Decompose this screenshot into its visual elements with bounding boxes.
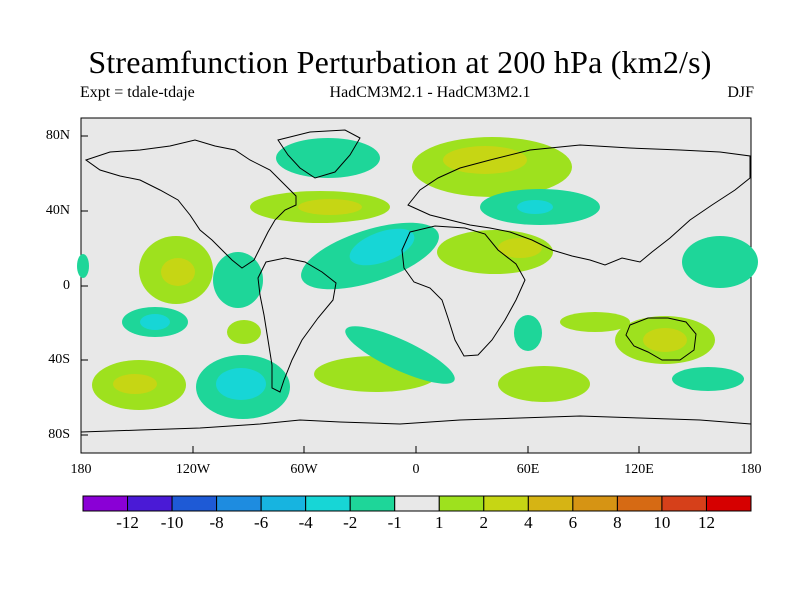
y-tick-label: 80N [45,128,70,143]
colorbar-swatch [616,495,663,512]
colorbar-swatch [394,495,440,512]
negative-core-mediterranean [517,200,553,214]
australia-outline [625,317,697,361]
positive-core-pacific [161,258,195,286]
colorbar-label: 4 [524,513,533,532]
greenland-outline [277,129,361,179]
negative-region-east-pacific [213,252,263,308]
eurasia-outline [407,144,751,266]
x-tick-label: 180 [740,462,762,477]
x-tick-label: 120E [624,462,654,477]
colorbar-swatch [216,495,262,512]
colorbar-swatch [705,495,752,512]
axis-ticks [80,135,752,453]
colorbar-label: 12 [697,513,715,532]
positive-core-australia [643,328,687,352]
colorbar-swatch [438,495,485,512]
x-tick-label: 60W [290,462,318,477]
colorbar-swatch [305,495,351,512]
colorbar-swatch [260,495,307,512]
season-label: DJF [727,84,754,101]
south-america-outline [257,257,337,393]
perturbation-contours [77,137,758,419]
colorbar-label: 6 [568,513,578,532]
positive-core-atlantic [298,199,362,215]
positive-region-southern-indian [498,366,590,402]
positive-core-southern-ocean [113,374,157,394]
colorbar-label: -1 [387,513,402,532]
colorbar-label: 2 [479,513,489,532]
negative-region-madagascar [514,315,542,351]
positive-core-arabia [498,238,542,258]
y-tick-label: 40N [45,203,70,218]
negative-core-south-america [216,368,266,400]
negative-region-tasman [672,367,744,391]
negative-region-dateline [77,254,89,278]
chart-title: Streamfunction Perturbation at 200 hPa (… [88,44,712,80]
y-tick-label: 40S [48,352,70,367]
x-tick-label: 60E [516,462,540,477]
colorbar-label: 8 [613,513,622,532]
negative-region-west-pacific [682,236,758,288]
colorbar-swatch [572,495,618,512]
colorbar-label: -4 [298,513,313,532]
colorbar-swatch [483,495,529,512]
colorbar-label: -2 [343,513,358,532]
colorbar-swatch [349,495,396,512]
colorbar-swatch [527,495,574,512]
positive-region-indian [560,312,630,332]
x-tick-label: 120W [175,462,211,477]
colorbar-swatch [171,495,218,512]
coastlines [80,129,752,433]
colorbar-swatch [127,495,173,512]
colorbar-label: -8 [209,513,224,532]
colorbar-label: 10 [653,513,671,532]
north-america-outline [84,139,297,269]
colorbar-label: -6 [254,513,269,532]
colorbar-label: -10 [160,513,184,532]
y-tick-label: 0 [63,278,70,293]
experiment-label: Expt = tdale-tdaje [80,84,195,101]
antarctica-outline [80,415,752,433]
negative-region-south-atlantic [345,326,455,384]
y-tick-label: 80S [48,427,70,442]
colorbar-label: 1 [435,513,444,532]
model-label: HadCM3M2.1 - HadCM3M2.1 [329,84,531,101]
africa-outline [401,225,526,357]
colorbar-swatch [82,495,129,512]
colorbar-label: -12 [116,513,139,532]
x-tick-label: 180 [70,462,92,477]
positive-region-south-pacific [227,320,261,344]
negative-core-south-pacific [140,314,170,330]
x-tick-label: 0 [412,462,420,477]
colorbar-swatch [661,495,707,512]
negative-core-tropical-atlantic [349,228,415,266]
